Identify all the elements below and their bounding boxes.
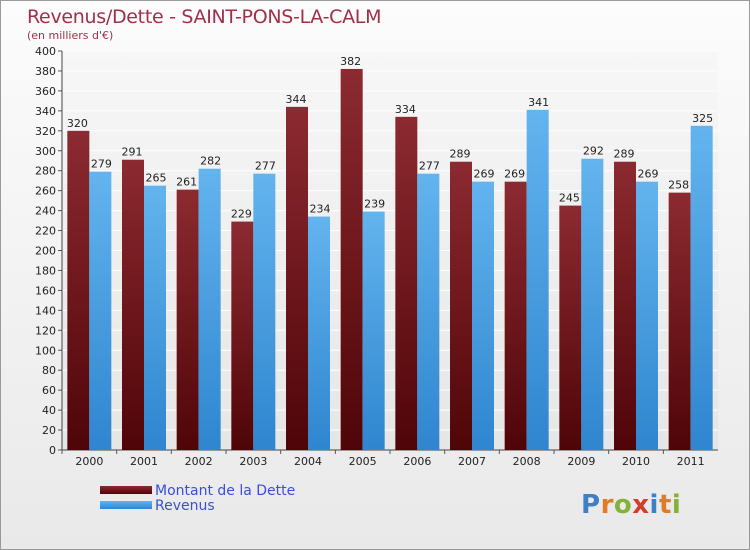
data-label: 382 xyxy=(340,55,361,68)
data-label: 245 xyxy=(559,192,580,205)
logo-letter: t xyxy=(658,490,672,520)
logo-letter: P xyxy=(581,490,601,520)
legend-label-revenus: Revenus xyxy=(155,498,215,514)
y-tick-label: 340 xyxy=(35,105,56,118)
data-label: 277 xyxy=(419,160,440,173)
x-tick-label: 2000 xyxy=(75,455,103,468)
y-tick-label: 180 xyxy=(35,264,56,277)
y-tick-label: 400 xyxy=(35,45,56,58)
y-tick-label: 120 xyxy=(35,324,56,337)
data-label: 291 xyxy=(122,146,143,159)
data-label: 279 xyxy=(91,158,112,171)
y-tick-label: 320 xyxy=(35,125,56,138)
legend-swatch-revenus xyxy=(100,501,152,509)
legend-swatch-dette xyxy=(100,486,152,494)
dette-bar xyxy=(231,221,254,450)
y-tick-label: 200 xyxy=(35,245,56,258)
x-tick-label: 2004 xyxy=(294,455,322,468)
revenus-bar xyxy=(526,109,549,450)
x-tick-label: 2011 xyxy=(677,455,705,468)
revenus-bar xyxy=(89,171,112,450)
y-tick-label: 260 xyxy=(35,185,56,198)
dette-bar xyxy=(614,161,636,450)
x-tick-label: 2003 xyxy=(239,455,267,468)
x-tick-label: 2005 xyxy=(349,455,377,468)
data-label: 292 xyxy=(583,145,604,158)
data-label: 258 xyxy=(668,179,689,192)
revenus-bar xyxy=(253,173,276,450)
dette-bar xyxy=(67,130,90,451)
y-tick-label: 300 xyxy=(35,145,56,158)
dette-bar xyxy=(450,161,472,450)
revenus-bar xyxy=(581,158,604,451)
data-label: 334 xyxy=(395,103,416,116)
revenus-bar xyxy=(308,216,330,450)
logo-letter: o xyxy=(613,490,633,520)
data-label: 289 xyxy=(614,148,635,161)
logo-letter: i xyxy=(649,490,659,520)
legend-label-dette: Montant de la Dette xyxy=(155,483,296,499)
logo-letter: x xyxy=(632,490,650,520)
x-tick-label: 2002 xyxy=(185,455,213,468)
y-tick-label: 160 xyxy=(35,284,56,297)
dette-bar xyxy=(559,205,582,450)
x-tick-label: 2010 xyxy=(622,455,650,468)
chart-title: Revenus/Dette - SAINT-PONS-LA-CALM xyxy=(27,6,382,28)
data-label: 265 xyxy=(146,172,167,185)
y-tick-label: 240 xyxy=(35,205,56,218)
x-tick-label: 2001 xyxy=(130,455,158,468)
dette-bar xyxy=(395,116,418,451)
x-tick-label: 2009 xyxy=(567,455,595,468)
revenus-bar xyxy=(417,173,440,450)
y-tick-label: 380 xyxy=(35,65,56,78)
data-label: 269 xyxy=(474,168,495,181)
x-tick-label: 2007 xyxy=(458,455,486,468)
y-tick-label: 100 xyxy=(35,344,56,357)
chart-subtitle: (en milliers d'€) xyxy=(27,29,114,42)
data-label: 282 xyxy=(200,155,221,168)
data-label: 277 xyxy=(255,160,276,173)
data-label: 344 xyxy=(286,93,307,106)
dette-bar xyxy=(176,189,199,450)
logo-letter: r xyxy=(600,490,614,520)
data-label: 269 xyxy=(638,168,659,181)
x-tick-label: 2006 xyxy=(403,455,431,468)
y-tick-label: 220 xyxy=(35,225,56,238)
y-tick-label: 20 xyxy=(42,424,56,437)
revenus-bar xyxy=(198,168,221,450)
data-label: 341 xyxy=(528,96,549,109)
logo-letter: i xyxy=(671,490,682,520)
y-tick-label: 80 xyxy=(42,364,56,377)
revenus-bar xyxy=(690,125,713,450)
y-tick-label: 0 xyxy=(49,444,56,457)
y-tick-label: 140 xyxy=(35,304,56,317)
dette-bar xyxy=(340,68,363,450)
dette-bar xyxy=(668,192,691,450)
proxiti-logo: Proxiti xyxy=(581,490,681,520)
dette-bar xyxy=(122,159,144,451)
revenus-bar xyxy=(472,181,494,451)
revenus-bar xyxy=(144,185,166,450)
revenus-bar xyxy=(636,181,658,451)
data-label: 320 xyxy=(67,117,88,130)
data-label: 229 xyxy=(231,208,252,221)
data-label: 261 xyxy=(176,176,197,189)
x-tick-label: 2008 xyxy=(513,455,541,468)
y-tick-label: 280 xyxy=(35,165,56,178)
revenus-bar xyxy=(362,211,385,450)
data-label: 325 xyxy=(692,112,713,125)
y-tick-label: 360 xyxy=(35,85,56,98)
data-label: 289 xyxy=(450,148,471,161)
data-label: 239 xyxy=(364,198,385,211)
data-label: 269 xyxy=(504,168,525,181)
dette-bar xyxy=(504,181,527,451)
dette-bar xyxy=(286,106,308,451)
y-tick-label: 60 xyxy=(42,384,56,397)
y-tick-label: 40 xyxy=(42,404,56,417)
data-label: 234 xyxy=(310,203,331,216)
